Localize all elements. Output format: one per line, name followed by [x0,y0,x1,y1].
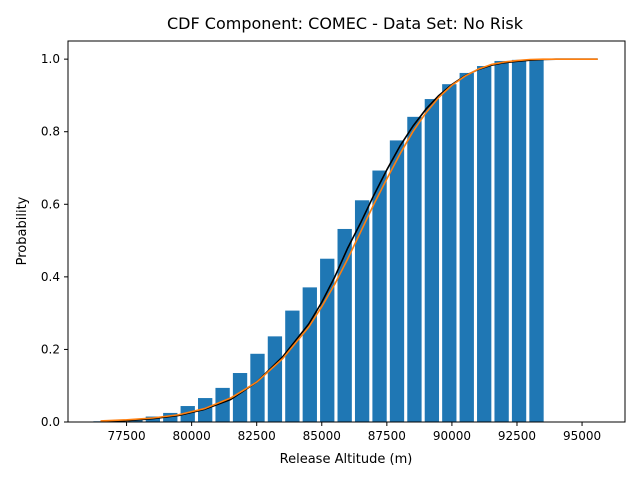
bar [529,59,544,423]
x-axis-label: Release Altitude (m) [280,452,413,467]
y-axis-label: Probability [15,196,30,265]
bar [285,310,300,422]
series-line [100,58,598,422]
x-tick-label: 80000 [173,429,211,443]
bar [407,116,422,422]
y-axis: 0.0 0.2 0.4 0.6 0.8 1.0 [41,52,68,429]
x-tick-label: 92500 [498,429,536,443]
bar [215,387,230,422]
bar [511,59,527,423]
x-tick-label: 90000 [433,429,471,443]
y-tick-label: 0.4 [41,270,60,284]
x-tick-label: 87500 [368,429,406,443]
x-axis: 77500 80000 82500 85000 87500 90000 92500 95000 [107,422,601,443]
bar [232,373,248,422]
plot-frame [67,40,626,423]
y-tick-label: 0.2 [41,342,60,356]
bar [372,170,387,422]
bar [354,200,370,422]
bar [389,140,405,422]
lines-layer [100,58,598,423]
y-tick-label: 0.8 [41,125,60,139]
y-tick-label: 0.0 [41,415,60,429]
bar [477,66,492,422]
bar [494,60,509,422]
bar [424,99,440,423]
bar [337,228,352,422]
bar [459,72,474,422]
x-tick-label: 82500 [238,429,276,443]
bars-layer [93,59,544,423]
chart-title: CDF Component: COMEC - Data Set: No Risk [167,14,524,33]
bar [267,336,283,422]
x-tick-label: 95000 [563,429,601,443]
y-tick-label: 1.0 [41,52,60,66]
bar [442,84,457,423]
x-tick-label: 85000 [303,429,341,443]
y-tick-label: 0.6 [41,197,60,211]
bar [250,353,265,422]
bar [163,412,178,422]
x-tick-label: 77500 [107,429,145,443]
bar [302,287,317,422]
bar [198,398,213,422]
